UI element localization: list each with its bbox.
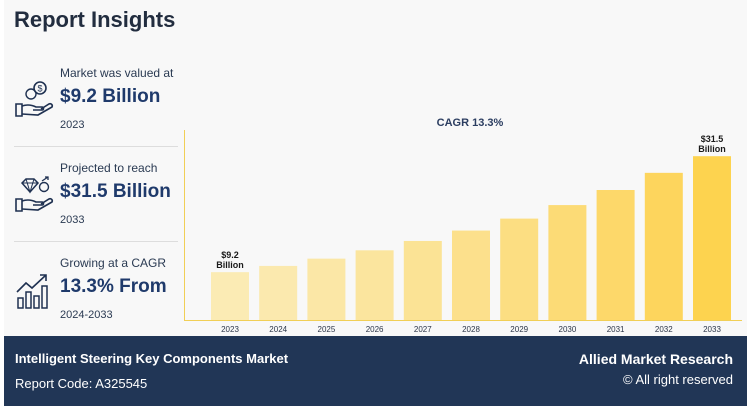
stat-cagr: Growing at a CAGR 13.3% From 2024-2033 — [14, 256, 184, 326]
x-tick-label: 2032 — [655, 325, 673, 334]
x-tick-label: 2024 — [269, 325, 287, 334]
money-hand-icon: $ — [15, 81, 54, 117]
bar-2029 — [500, 218, 539, 320]
bar-2027 — [403, 240, 442, 320]
stat-year: 2023 — [60, 119, 85, 131]
x-tick-label: 2031 — [607, 325, 625, 334]
bar-2028 — [452, 230, 490, 320]
data-label: $9.2 — [221, 250, 239, 260]
bar-2031 — [596, 190, 635, 320]
x-tick-label: 2030 — [559, 325, 577, 334]
x-tick-label: 2025 — [318, 325, 336, 334]
bar-2030 — [548, 205, 587, 320]
page-title: Report Insights — [14, 7, 176, 32]
stat-label: Projected to reach — [60, 161, 158, 175]
chart-bars — [211, 156, 731, 320]
stat-projected-value: Projected to reach $31.5 Billion 2033 — [14, 161, 184, 231]
stat-label: Market was valued at — [60, 66, 174, 80]
diamond-hand-icon — [15, 176, 54, 212]
chart-x-ticks: 2023 2024 2025 2026 2027 2028 2029 2030 2031 2032… — [221, 325, 721, 334]
x-tick-label: 2027 — [414, 325, 432, 334]
brand-name: Allied Market Research — [578, 351, 733, 367]
data-label: Billion — [698, 144, 726, 154]
stat-label: Growing at a CAGR — [60, 256, 167, 270]
bar-2023 — [211, 272, 249, 320]
bar-2033 — [693, 156, 731, 320]
copyright-text: © All right reserved — [622, 372, 733, 387]
bar-chart: CAGR 13.3% 2023 2024 2025 2026 2027 2028 2029 2… — [184, 117, 742, 334]
divider — [14, 146, 178, 147]
bar-2032 — [644, 172, 683, 320]
x-tick-label: 2033 — [703, 325, 721, 334]
chart-title: CAGR 13.3% — [437, 117, 504, 129]
stat-year: 2033 — [60, 214, 85, 226]
x-tick-label: 2028 — [462, 325, 480, 334]
growth-bars-icon — [16, 274, 48, 309]
stat-year: 2024-2033 — [60, 309, 113, 321]
divider — [14, 241, 178, 242]
bar-2024 — [259, 265, 298, 320]
stat-value: $31.5 Billion — [60, 181, 171, 202]
report-code: Report Code: A325545 — [15, 376, 148, 391]
data-label: Billion — [216, 260, 244, 270]
x-tick-label: 2029 — [510, 325, 528, 334]
svg-text:$: $ — [37, 84, 42, 94]
stat-value: $9.2 Billion — [60, 86, 161, 107]
bar-2026 — [355, 250, 394, 320]
x-tick-label: 2026 — [366, 325, 384, 334]
stat-value: 13.3% From — [60, 276, 167, 297]
market-name: Intelligent Steering Key Components Mark… — [15, 351, 289, 366]
stat-market-value: $ Market was valued at $9.2 Billion 2023 — [14, 66, 184, 136]
footer-bar: Intelligent Steering Key Components Mark… — [4, 336, 747, 406]
bar-2025 — [307, 258, 346, 320]
x-tick-label: 2023 — [221, 325, 239, 334]
data-label: $31.5 — [701, 134, 724, 144]
